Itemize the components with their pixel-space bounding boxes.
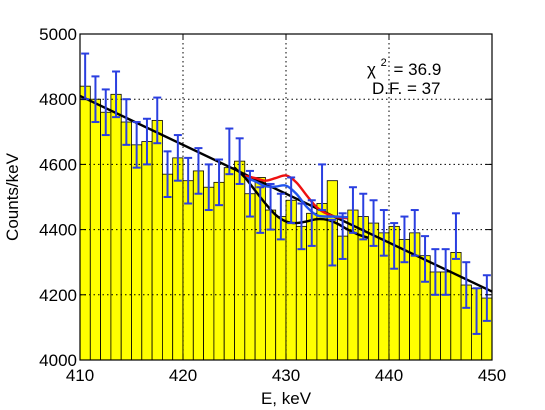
- chi-exponent: 2: [381, 57, 387, 69]
- histogram-bar: [450, 252, 462, 361]
- y-tick-label: 5000: [39, 25, 77, 44]
- signal-fit-red-curve: [244, 174, 348, 220]
- histogram-bar: [326, 180, 338, 361]
- error-bar: [235, 137, 244, 185]
- error-bar: [307, 199, 316, 247]
- histogram-bar: [234, 160, 246, 361]
- y-tick-label: 4800: [39, 90, 77, 109]
- histogram-bar: [316, 203, 328, 361]
- error-bar: [204, 163, 213, 212]
- error-bar: [462, 261, 471, 309]
- histogram-bar: [213, 181, 225, 361]
- x-axis-label: E, keV: [261, 389, 312, 408]
- histogram-bar: [264, 209, 277, 361]
- error-bar: [112, 70, 121, 119]
- error-bar: [421, 235, 430, 283]
- histogram-bar: [151, 119, 163, 361]
- error-bar: [338, 212, 347, 260]
- x-tick-labels: 410 420 430 440 450: [66, 366, 506, 385]
- error-bar: [91, 75, 100, 124]
- error-bar: [256, 186, 265, 234]
- y-tick-label: 4600: [39, 155, 77, 174]
- error-bar: [400, 215, 409, 264]
- error-bar: [431, 248, 440, 296]
- y-tick-labels: 4000 4200 4400 4600 4800 5000: [39, 25, 77, 370]
- histogram-bar: [192, 170, 205, 361]
- error-bar: [245, 169, 254, 218]
- error-bar: [369, 199, 378, 247]
- histogram-bar: [141, 141, 153, 361]
- error-bar: [101, 88, 110, 137]
- error-bar: [142, 117, 151, 166]
- error-bar: [122, 98, 131, 146]
- y-axis-label: Counts/keV: [3, 152, 22, 241]
- error-bar: [153, 96, 162, 145]
- y-tick-label: 4200: [39, 286, 77, 305]
- chi-symbol: χ: [367, 60, 376, 79]
- error-bar: [225, 127, 234, 176]
- error-bars: [81, 52, 491, 335]
- error-bar: [390, 222, 399, 270]
- error-bar: [328, 218, 337, 267]
- histogram-bar: [131, 144, 143, 361]
- degrees-of-freedom-annotation: D.F. = 37: [372, 79, 441, 98]
- axis-ticks: [79, 33, 493, 361]
- chi-square-annotation: χ 2 = 36.9: [367, 51, 441, 79]
- histogram-bar: [120, 121, 132, 361]
- background-fit-line: [79, 94, 493, 293]
- error-bar: [266, 182, 275, 231]
- error-bar: [379, 209, 388, 257]
- error-bar: [163, 150, 172, 198]
- y-tick-label: 4400: [39, 221, 77, 240]
- error-bar: [441, 248, 450, 296]
- error-bar: [132, 121, 141, 169]
- x-tick-label: 420: [169, 366, 197, 385]
- histogram-bar: [100, 111, 112, 361]
- histogram-bar: [161, 173, 174, 361]
- error-bar: [297, 202, 306, 251]
- x-tick-label: 410: [66, 366, 94, 385]
- error-bar: [348, 186, 357, 234]
- error-bar: [173, 134, 182, 182]
- error-bar: [184, 156, 193, 205]
- histogram-bar: [110, 93, 122, 361]
- error-bar: [276, 192, 285, 241]
- histogram-bar: [244, 193, 256, 361]
- chi-value: = 36.9: [394, 60, 442, 79]
- error-bar: [359, 192, 368, 241]
- error-bar: [472, 287, 481, 335]
- histogram-bar: [182, 180, 194, 361]
- error-bar: [215, 158, 224, 207]
- histogram-bar: [203, 186, 215, 361]
- histogram-bar: [79, 85, 91, 361]
- error-bar: [451, 212, 460, 260]
- error-bar: [287, 176, 296, 225]
- y-tick-label: 4000: [39, 351, 77, 370]
- histogram-bar: [223, 167, 235, 361]
- x-tick-label: 440: [375, 366, 403, 385]
- error-bar: [410, 209, 419, 257]
- error-bar: [194, 147, 203, 195]
- x-tick-label: 450: [478, 366, 506, 385]
- signal-fit-blue-curve: [244, 176, 348, 219]
- error-bar: [482, 274, 491, 322]
- error-bar: [318, 163, 327, 212]
- histogram-bar: [172, 157, 184, 361]
- x-tick-label: 430: [272, 366, 300, 385]
